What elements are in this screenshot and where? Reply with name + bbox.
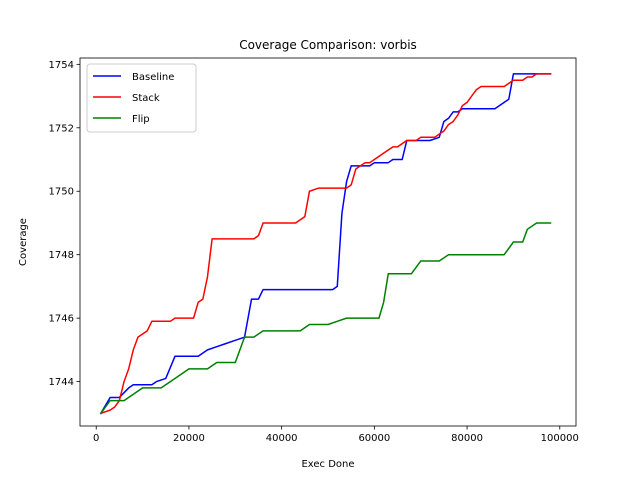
- y-tick-label: 1752: [49, 123, 74, 134]
- y-tick-label: 1754: [49, 60, 74, 71]
- x-tick-label: 0: [93, 433, 99, 444]
- legend-label-baseline: Baseline: [132, 72, 174, 83]
- plot-frame: [79, 57, 577, 427]
- y-axis-label: Coverage: [18, 218, 29, 266]
- chart-title: Coverage Comparison: vorbis: [239, 38, 417, 52]
- series-line-baseline: [99, 73, 552, 415]
- legend: Baseline Stack Flip: [86, 63, 197, 133]
- x-axis-ticks: 0 20000 40000 60000 80000 100000: [93, 426, 579, 444]
- series-line-flip: [99, 222, 552, 415]
- legend-label-stack: Stack: [132, 93, 160, 104]
- plot-lines: [99, 73, 552, 415]
- x-tick-label: 100000: [541, 433, 579, 444]
- y-tick-label: 1750: [49, 187, 74, 198]
- y-tick-label: 1744: [49, 377, 74, 388]
- legend-label-flip: Flip: [132, 114, 150, 125]
- x-tick-label: 20000: [173, 433, 205, 444]
- x-axis-label: Exec Done: [301, 459, 354, 470]
- x-tick-label: 60000: [358, 433, 390, 444]
- legend-box: [86, 63, 197, 133]
- y-tick-label: 1746: [49, 314, 74, 325]
- x-tick-label: 80000: [451, 433, 483, 444]
- y-axis-ticks: 1744 1746 1748 1750 1752 1754: [49, 60, 80, 388]
- series-line-stack: [99, 73, 552, 415]
- y-tick-label: 1748: [49, 250, 74, 261]
- x-tick-label: 40000: [266, 433, 298, 444]
